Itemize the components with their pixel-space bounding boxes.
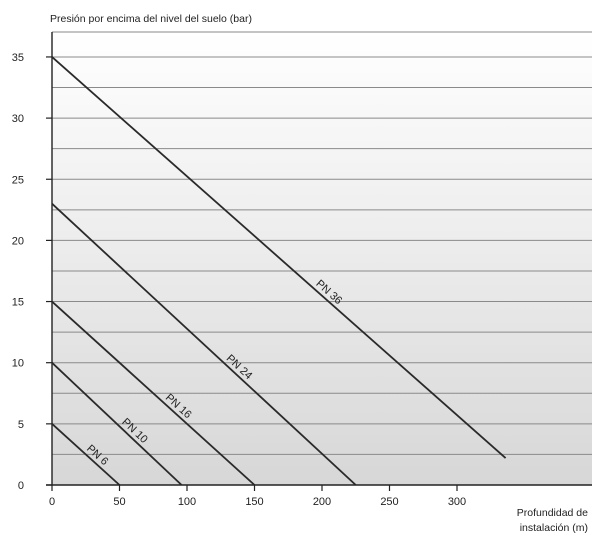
series-line-pn-36 (51, 56, 507, 459)
y-tick-label: 10 (12, 358, 24, 370)
y-tick-label: 25 (12, 174, 24, 186)
axes (46, 32, 592, 486)
series-line-pn-10 (51, 362, 183, 486)
series-line-pn-6 (51, 423, 121, 486)
series-line-pn-24 (51, 203, 357, 486)
plot-background (52, 32, 592, 485)
x-tick-label: 200 (313, 496, 331, 508)
x-tick-label: 150 (245, 496, 263, 508)
x-tick-label: 0 (49, 496, 55, 508)
x-tick-label: 300 (448, 496, 466, 508)
x-axis-label-line2: instalación (m) (520, 522, 588, 534)
y-axis-label: Presión por encima del nivel del suelo (… (50, 13, 252, 25)
series-line-pn-16 (51, 300, 256, 486)
x-axis-label-line1: Profundidad de (517, 507, 588, 519)
x-tick-label: 50 (113, 496, 125, 508)
y-tick-label: 15 (12, 297, 24, 309)
axis-ticks: 0 5 10 15 20 25 30 35 0 50 100 150 200 250 300 (12, 52, 466, 508)
y-tick-label: 20 (12, 235, 24, 247)
x-tick-label: 250 (380, 496, 398, 508)
y-tick-label: 30 (12, 113, 24, 125)
y-tick-label: 5 (18, 419, 24, 431)
grid-lines (52, 31, 592, 455)
y-tick-label: 35 (12, 52, 24, 64)
y-tick-label: 0 (18, 480, 24, 492)
x-tick-label: 100 (178, 496, 196, 508)
